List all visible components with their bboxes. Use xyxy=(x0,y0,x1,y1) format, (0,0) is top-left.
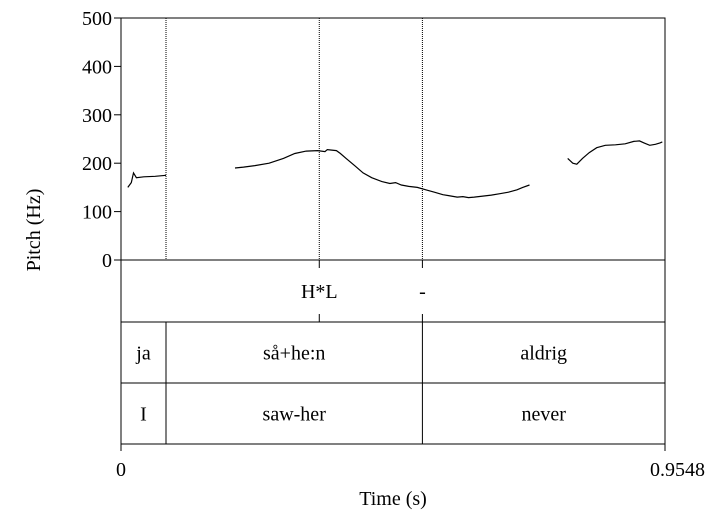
y-tick-label: 200 xyxy=(82,153,112,175)
interval-label: aldrig xyxy=(520,343,567,365)
y-tick-label: 400 xyxy=(82,56,112,78)
interval-label: så+he:n xyxy=(263,343,325,365)
point-label: H*L xyxy=(301,281,338,303)
pitch-contour xyxy=(127,140,663,199)
boundary-lines xyxy=(165,18,423,260)
x-tick-label: 0.9548 xyxy=(650,459,705,481)
interval-label: saw-her xyxy=(263,404,327,426)
pitch-panel-frame xyxy=(120,17,666,261)
interval-label: ja xyxy=(135,343,151,365)
x-axis: 0 0.9548 xyxy=(116,444,705,481)
y-tick-label: 0 xyxy=(102,250,112,272)
tier-panel-frame xyxy=(120,259,666,445)
x-tick-label: 0 xyxy=(116,459,126,481)
y-tick-label: 100 xyxy=(82,202,112,224)
y-tick-label: 300 xyxy=(82,105,112,127)
plot-frame xyxy=(120,17,666,445)
point-label: - xyxy=(419,281,426,303)
y-tick-label: 500 xyxy=(82,8,112,30)
interval-label: I xyxy=(140,404,147,426)
y-axis-label: Pitch (Hz) xyxy=(23,189,45,272)
pitch-series-segment xyxy=(234,148,530,199)
pitch-series-segment xyxy=(567,140,663,165)
annotation-tiers: H*L - ja så+he:n aldrig I saw-her never xyxy=(135,260,567,444)
interval-label: never xyxy=(521,404,566,426)
x-axis-label: Time (s) xyxy=(359,488,427,510)
pitch-series-segment xyxy=(127,171,167,188)
y-axis: 0 100 200 300 400 500 xyxy=(82,8,121,272)
